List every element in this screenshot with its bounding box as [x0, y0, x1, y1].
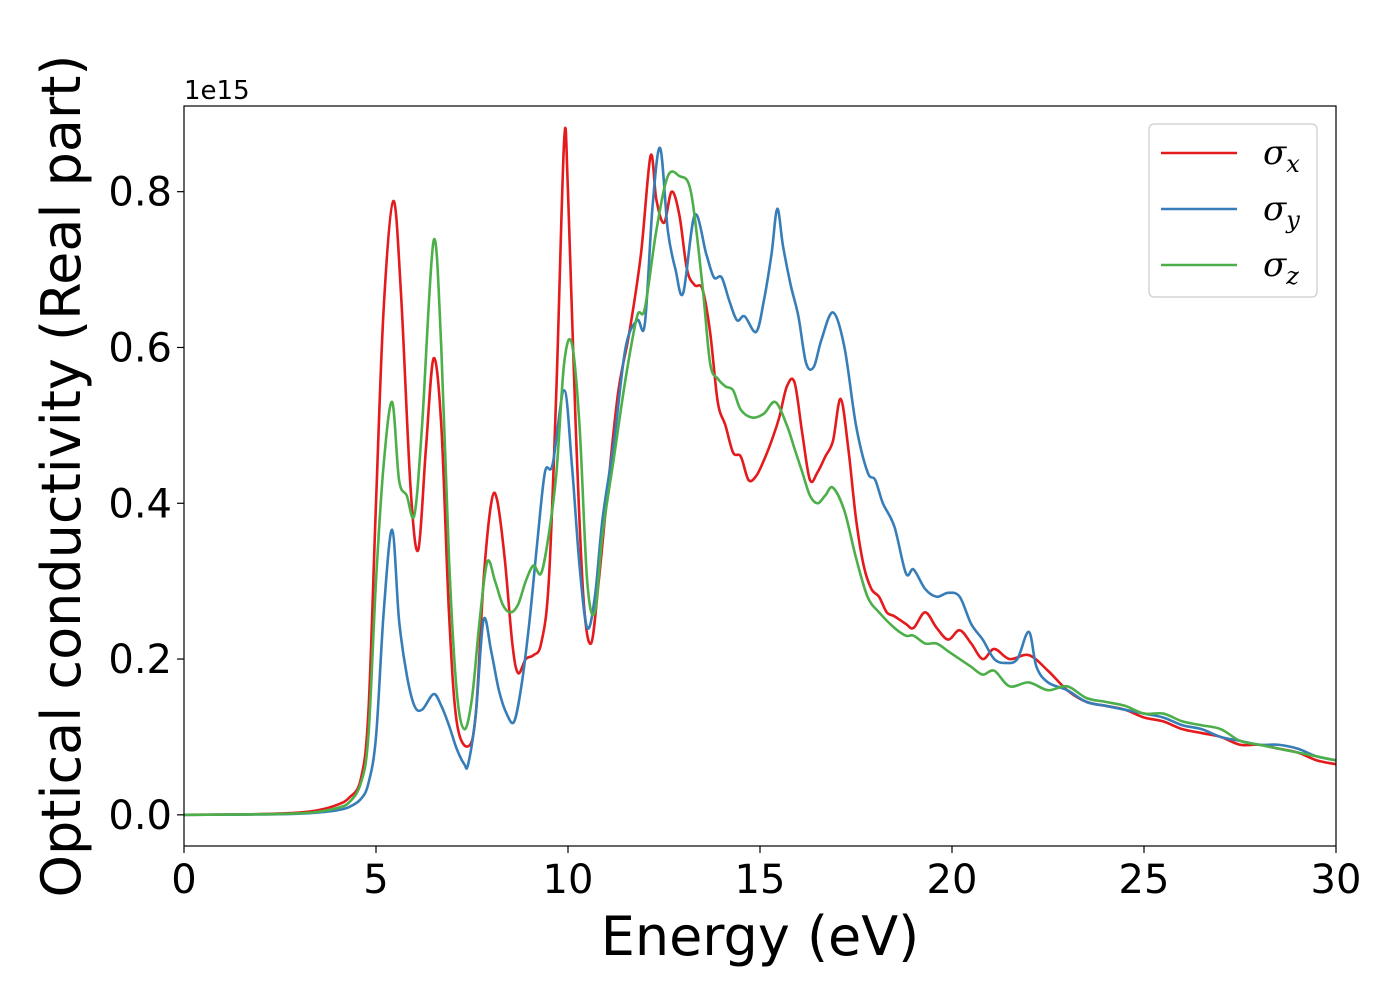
- x-tick-label: 15: [735, 857, 786, 903]
- series-line-y: [184, 146, 1336, 817]
- x-axis: 0 5 10 15 20 25 30: [171, 846, 1361, 903]
- legend-label-x: σx: [1263, 133, 1300, 178]
- y-axis-label: Optical conductivity (Real part): [30, 55, 93, 898]
- y-tick-label: 0.4: [108, 481, 172, 527]
- legend-box: [1148, 123, 1318, 298]
- series-line-z: [184, 170, 1336, 817]
- x-tick-label: 25: [1119, 857, 1170, 903]
- legend-label-y: σy: [1263, 189, 1300, 234]
- y-tick-label: 0.0: [108, 793, 172, 839]
- y-offset-label: 1e15: [184, 76, 250, 106]
- x-tick-label: 5: [363, 857, 388, 903]
- y-axis: 0.0 0.2 0.4 0.6 0.8: [108, 170, 184, 839]
- y-tick-label: 0.8: [108, 170, 172, 216]
- x-tick-label: 30: [1311, 857, 1362, 903]
- x-tick-label: 10: [543, 857, 594, 903]
- x-axis-label: Energy (eV): [601, 905, 920, 968]
- series-line-x: [184, 126, 1336, 817]
- plot-lines: [184, 126, 1336, 817]
- y-tick-label: 0.2: [108, 637, 172, 683]
- x-tick-label: 0: [171, 857, 196, 903]
- y-tick-label: 0.6: [108, 325, 172, 371]
- x-tick-label: 20: [927, 857, 978, 903]
